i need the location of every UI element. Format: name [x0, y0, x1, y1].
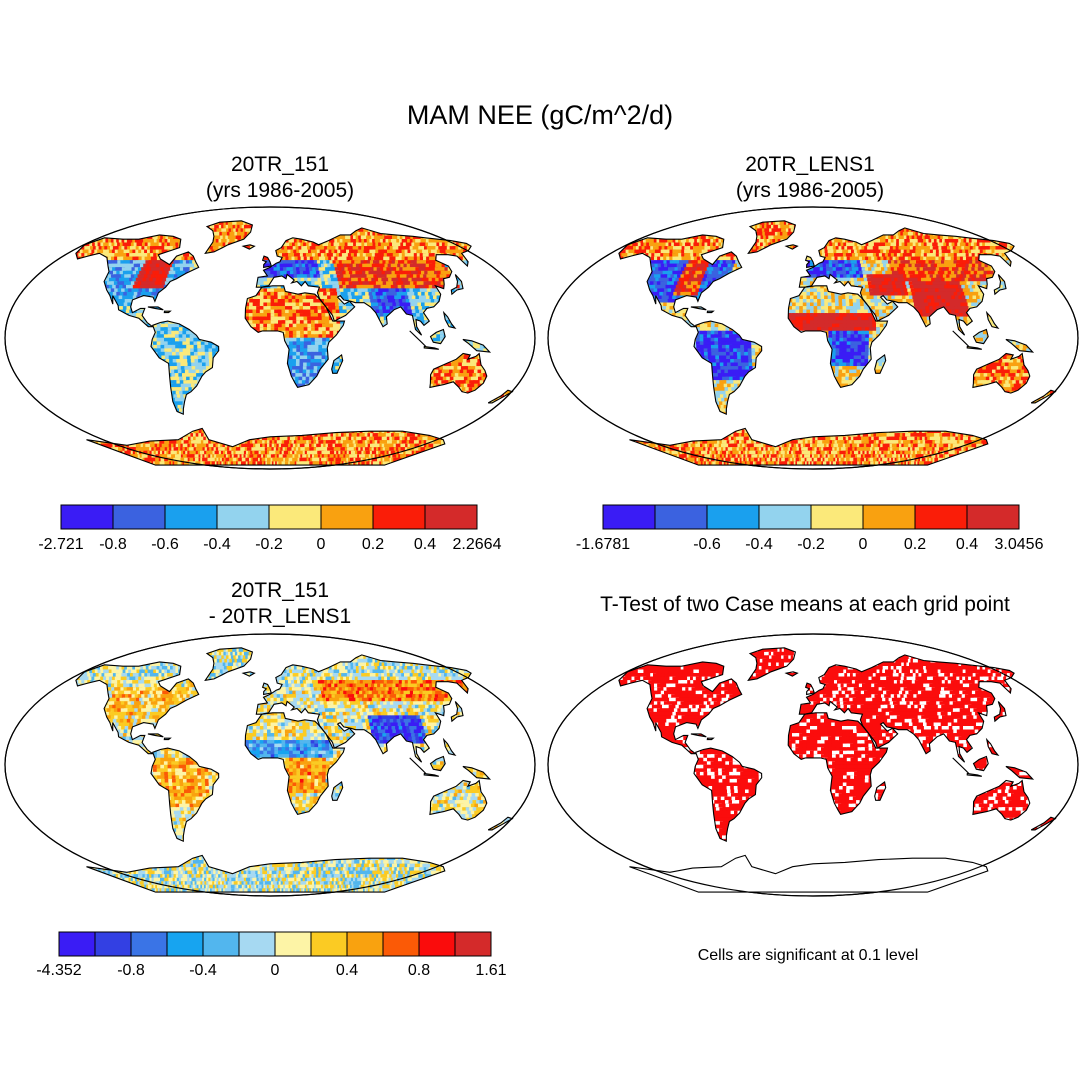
colorbar-tick-label: 0.4	[414, 536, 436, 554]
colorbar-swatch	[216, 504, 270, 530]
colorbar-tick-label: 0	[317, 536, 326, 554]
colorbar-swatch	[706, 504, 760, 530]
colorbar-swatch	[372, 504, 426, 530]
colorbar-swatch	[654, 504, 708, 530]
colorbar-tick-label: 0	[859, 536, 868, 554]
panel-title-case1-line2: (yrs 1986-2005)	[150, 178, 410, 204]
colorbar-case1-labels: -2.721 -0.8 -0.6 -0.4 -0.2 0 0.2 0.4 2.2664	[38, 536, 501, 556]
map-panel-case1	[4, 206, 536, 470]
coastlines	[618, 647, 1057, 893]
panel-title-case1-line1: 20TR_151	[150, 152, 410, 178]
colorbar-swatch	[268, 504, 322, 530]
colorbar-swatch	[58, 931, 96, 957]
colorbar-swatch	[966, 504, 1020, 530]
significance-note: Cells are significant at 0.1 level	[600, 947, 1016, 965]
colorbar-tick-label: 0.2	[362, 536, 384, 554]
colorbar-swatch	[238, 931, 276, 957]
colorbar-diff-labels: -4.352 -0.8 -0.4 0 0.4 0.8 1.61	[36, 962, 506, 982]
colorbar-swatch	[310, 931, 348, 957]
colorbar-swatch	[202, 931, 240, 957]
colorbar-swatch	[346, 931, 384, 957]
colorbar-tick-label: -0.2	[797, 536, 825, 554]
colorbar-tick-label: 0.8	[408, 962, 430, 980]
colorbar-diff	[58, 931, 492, 957]
colorbar-tick-label: -4.352	[36, 962, 81, 980]
colorbar-swatch	[758, 504, 812, 530]
colorbar-tick-label: -0.4	[745, 536, 773, 554]
panel-title-ttest-line1: T-Test of two Case means at each grid po…	[545, 592, 1065, 618]
map-panel-case2	[547, 206, 1079, 470]
panel-title-diff-line1: 20TR_151	[140, 578, 420, 604]
colorbar-swatch	[166, 931, 204, 957]
colorbar-swatch	[130, 931, 168, 957]
colorbar-swatch	[94, 931, 132, 957]
panel-title-diff-line2: - 20TR_LENS1	[140, 604, 420, 630]
main-title: MAM NEE (gC/m^2/d)	[0, 100, 1080, 131]
colorbar-swatch	[810, 504, 864, 530]
colorbar-swatch	[320, 504, 374, 530]
colorbar-tick-label: 3.0456	[995, 536, 1044, 554]
panel-title-case2-line1: 20TR_LENS1	[680, 152, 940, 178]
colorbar-case2	[602, 504, 1020, 530]
colorbar-tick-label: 0.4	[956, 536, 978, 554]
colorbar-swatch	[112, 504, 166, 530]
colorbar-case1	[60, 504, 478, 530]
panel-title-ttest: T-Test of two Case means at each grid po…	[545, 592, 1065, 618]
colorbar-case2-labels: -1.6781 -0.6 -0.4 -0.2 0 0.2 0.4 3.0456	[576, 536, 1044, 556]
panel-title-diff: 20TR_151 - 20TR_LENS1	[140, 578, 420, 630]
colorbar-swatch	[454, 931, 492, 957]
colorbar-tick-label: -0.4	[203, 536, 231, 554]
colorbar-tick-label: 0	[271, 962, 280, 980]
colorbar-swatch	[274, 931, 312, 957]
map-panel-ttest	[547, 633, 1079, 897]
coastlines	[618, 220, 1057, 466]
colorbar-swatch	[382, 931, 420, 957]
colorbar-tick-label: -0.8	[117, 962, 145, 980]
coastlines	[75, 220, 514, 466]
colorbar-tick-label: -0.6	[151, 536, 179, 554]
colorbar-tick-label: 0.4	[336, 962, 358, 980]
panel-title-case2: 20TR_LENS1 (yrs 1986-2005)	[680, 152, 940, 204]
colorbar-tick-label: -0.8	[99, 536, 127, 554]
coastlines	[75, 647, 514, 893]
colorbar-tick-label: 1.61	[475, 962, 506, 980]
colorbar-swatch	[424, 504, 478, 530]
colorbar-tick-label: -0.4	[189, 962, 217, 980]
colorbar-swatch	[602, 504, 656, 530]
panel-title-case1: 20TR_151 (yrs 1986-2005)	[150, 152, 410, 204]
colorbar-tick-label: 0.2	[904, 536, 926, 554]
colorbar-tick-label: -1.6781	[576, 536, 630, 554]
colorbar-swatch	[418, 931, 456, 957]
colorbar-tick-label: -2.721	[38, 536, 83, 554]
colorbar-tick-label: 2.2664	[453, 536, 502, 554]
panel-title-case2-line2: (yrs 1986-2005)	[680, 178, 940, 204]
colorbar-tick-label: -0.2	[255, 536, 283, 554]
colorbar-swatch	[862, 504, 916, 530]
map-panel-diff	[4, 633, 536, 897]
colorbar-tick-label: -0.6	[693, 536, 721, 554]
colorbar-swatch	[914, 504, 968, 530]
colorbar-swatch	[164, 504, 218, 530]
colorbar-swatch	[60, 504, 114, 530]
